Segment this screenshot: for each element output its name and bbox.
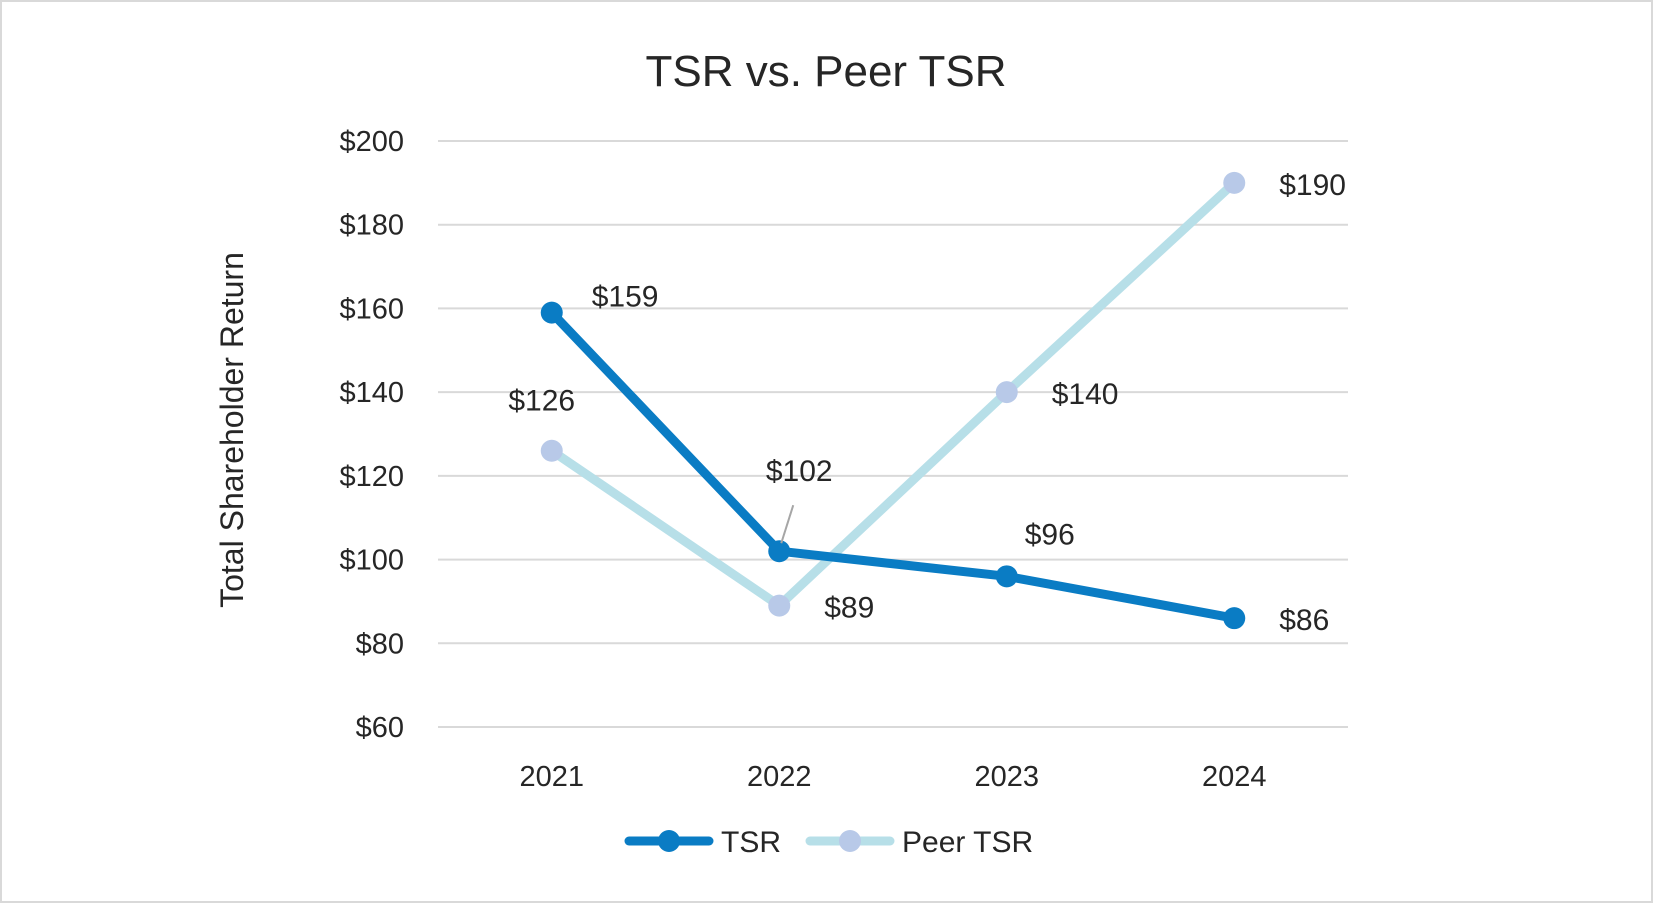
- data-point: [1223, 607, 1246, 630]
- y-tick-label: $200: [339, 126, 404, 158]
- data-point: [1223, 171, 1246, 194]
- gridlines: [438, 140, 1348, 728]
- data-point: [768, 540, 791, 563]
- y-tick-label: $120: [339, 461, 404, 493]
- chart-title: TSR vs. Peer TSR: [645, 47, 1006, 96]
- data-point: [540, 439, 563, 462]
- legend-swatch-marker: [658, 830, 680, 852]
- data-label: $126: [508, 385, 575, 418]
- series-line: [547, 308, 1239, 623]
- data-label: $140: [1052, 378, 1119, 411]
- legend-item-tsr: TSR: [624, 826, 781, 859]
- data-point: [540, 301, 563, 324]
- y-axis-label: Total Shareholder Return: [214, 252, 250, 608]
- series-layer: [540, 171, 1246, 630]
- y-tick-label: $60: [356, 712, 404, 744]
- data-label: $89: [824, 592, 874, 625]
- x-tick-label: 2023: [974, 761, 1039, 793]
- series-line: [547, 178, 1239, 611]
- x-axis-ticks: 2021 2022 2023 2024: [519, 761, 1266, 793]
- y-tick-label: $140: [339, 377, 404, 409]
- data-point: [995, 565, 1018, 588]
- legend-item-peer-tsr: Peer TSR: [805, 826, 1033, 859]
- data-label: $102: [766, 455, 833, 488]
- data-label: $159: [592, 281, 659, 314]
- x-tick-label: 2021: [519, 761, 584, 793]
- series-peer-tsr: [540, 171, 1246, 617]
- series-tsr: [540, 301, 1246, 630]
- legend-label: Peer TSR: [902, 826, 1033, 859]
- data-point: [995, 381, 1018, 404]
- data-label: $86: [1279, 604, 1329, 637]
- legend-label: TSR: [721, 826, 781, 859]
- x-tick-label: 2022: [747, 761, 812, 793]
- leader-line: [780, 504, 795, 544]
- data-point: [768, 594, 791, 617]
- legend: TSR Peer TSR: [624, 826, 1033, 859]
- y-tick-label: $160: [339, 293, 404, 325]
- data-label: $96: [1025, 518, 1075, 551]
- x-tick-label: 2024: [1202, 761, 1267, 793]
- y-tick-label: $80: [356, 628, 404, 660]
- y-tick-label: $180: [339, 210, 404, 242]
- y-axis-ticks: $60 $80 $100 $120 $140 $160 $180 $200: [339, 126, 404, 744]
- legend-swatch-marker: [839, 830, 861, 852]
- y-tick-label: $100: [339, 545, 404, 577]
- data-labels: $159 $102 $96 $86 $126 $89 $140 $190: [508, 169, 1346, 637]
- data-label: $190: [1279, 169, 1346, 202]
